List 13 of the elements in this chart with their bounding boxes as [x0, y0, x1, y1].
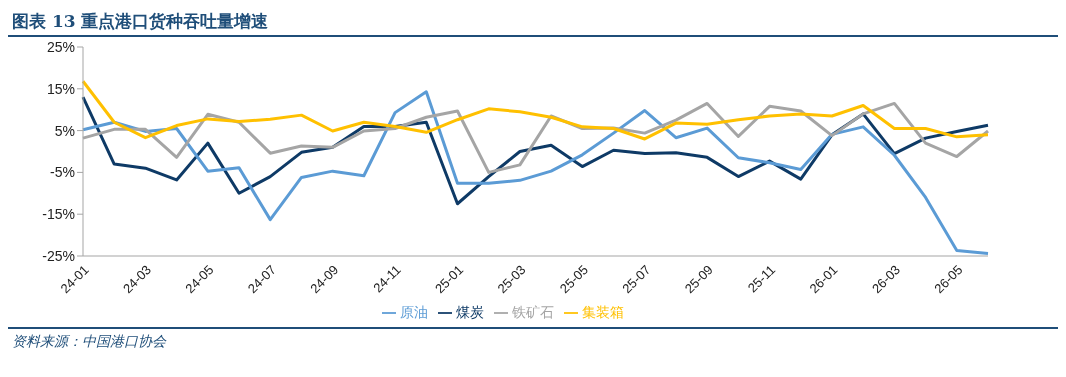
y-tick-label: 15% [46, 80, 75, 97]
y-tick-label: -15% [42, 206, 75, 223]
line-series [81, 79, 990, 141]
legend-label: 煤炭 [456, 304, 484, 320]
text: 资料来源：中国港口协会 [12, 333, 168, 351]
chart-title: 图表 13 重点港口货种吞吐量增速 [8, 8, 1058, 37]
y-tick-label: -25% [42, 247, 75, 264]
y-tick-label: 25% [46, 38, 75, 55]
legend-label: 集装箱 [582, 304, 624, 320]
y-tick-label: 5% [54, 122, 75, 139]
legend-label: 原油 [400, 304, 428, 320]
y-tick-label: -5% [50, 164, 75, 181]
legend-label: 铁矿石 [512, 304, 554, 320]
